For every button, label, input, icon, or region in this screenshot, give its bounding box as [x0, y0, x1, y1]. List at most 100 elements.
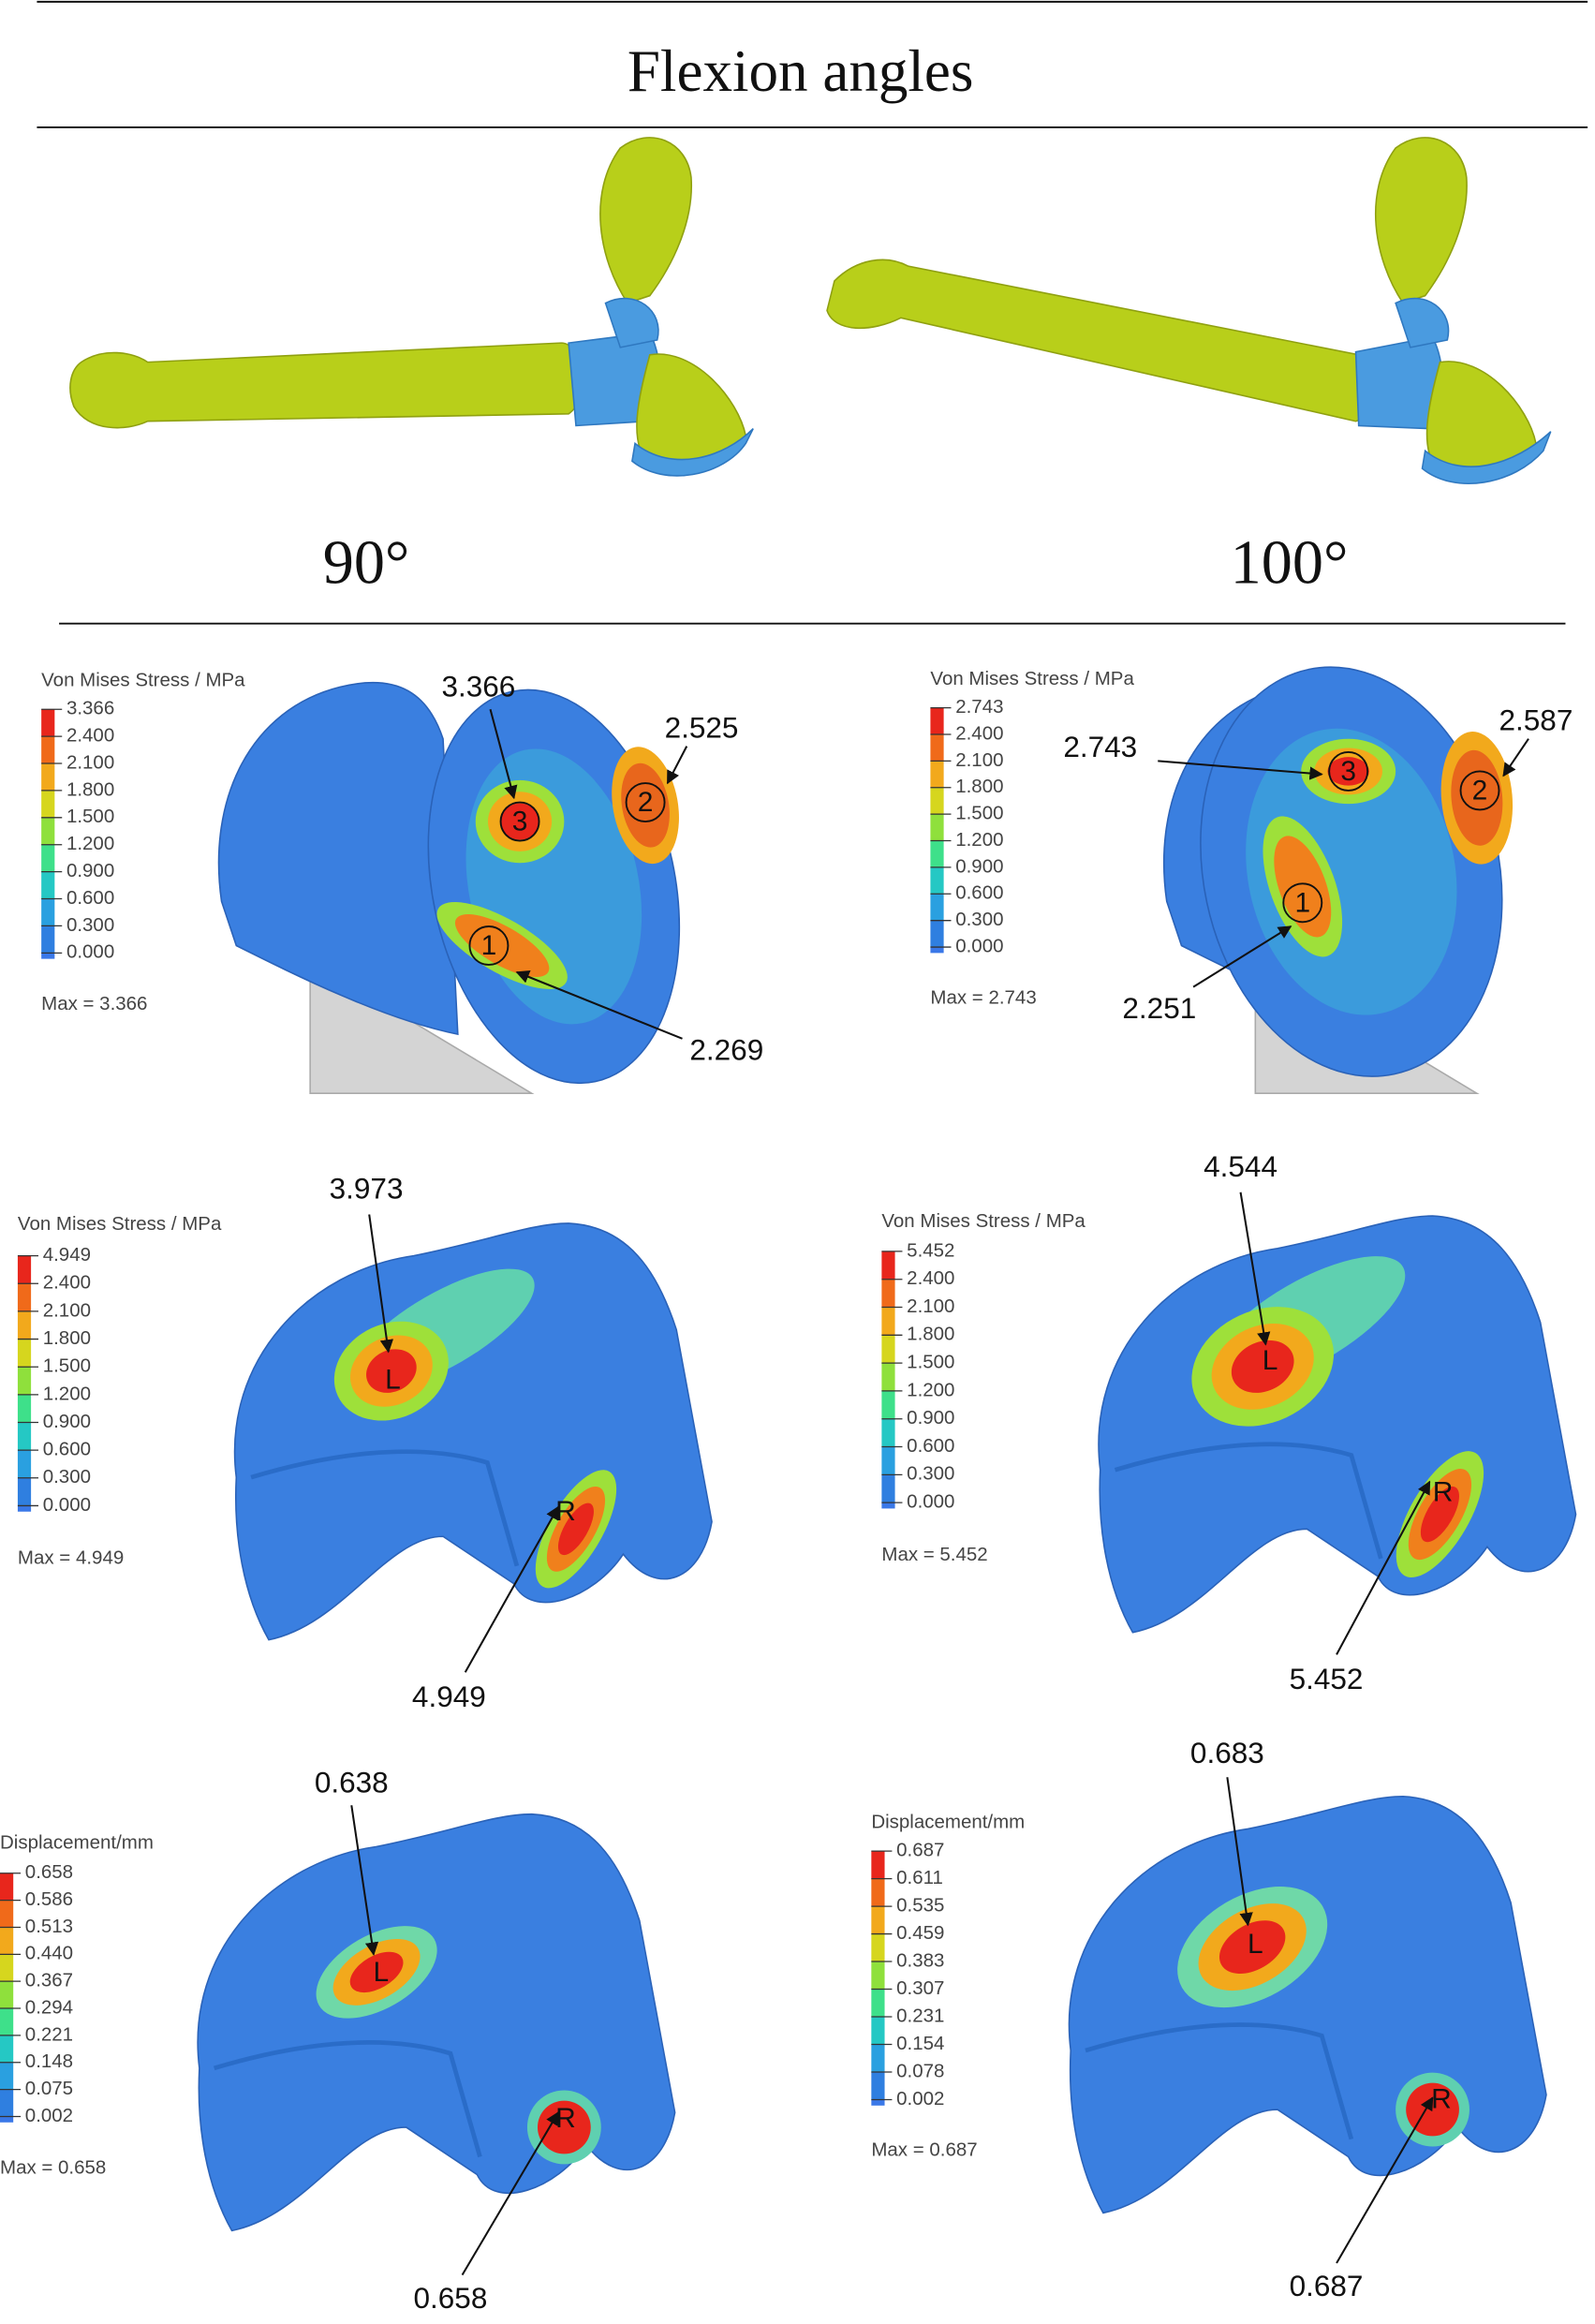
callout-label: 2.525: [665, 711, 739, 745]
legend-tick-label: 0.367: [25, 1970, 73, 1991]
legend-tick-label: 0.383: [896, 1949, 944, 1971]
legend-tick-label: 0.307: [896, 1977, 944, 1999]
legend-tick-label: 0.000: [66, 941, 114, 963]
legend-tick-label: 0.002: [25, 2105, 73, 2126]
color-bar-segment: [41, 844, 55, 872]
bone-model-90: [69, 137, 754, 477]
legend-tick-label: 1.500: [66, 806, 114, 827]
legend-tick-label: 0.611: [896, 1867, 943, 1888]
marker-label: L: [1248, 1929, 1263, 1960]
talus: [197, 1813, 676, 2232]
legend-tick-label: 0.300: [955, 909, 1003, 930]
max-label: Max = 5.452: [881, 1544, 987, 1565]
legend-tick-label: 4.949: [43, 1244, 91, 1266]
color-bar-segment: [881, 1363, 895, 1391]
marker-label: 2: [638, 787, 654, 818]
color-bar-segment: [930, 866, 944, 895]
max-label: Max = 0.658: [0, 2157, 106, 2179]
hot-spot: [557, 1502, 594, 1556]
lobe: [217, 681, 459, 1036]
color-bar-segment: [41, 898, 55, 926]
color-bar-segment: [871, 2044, 885, 2072]
color-bar-segment: [41, 709, 55, 737]
legend-tick-label: 1.200: [66, 833, 114, 854]
color-bar-segment: [871, 1878, 885, 1907]
marker-label: R: [555, 2103, 576, 2134]
trochlea: [213, 2040, 482, 2158]
title: Flexion angles: [628, 38, 974, 104]
legend-tick-label: 0.440: [25, 1943, 73, 1964]
callout-label: 4.949: [412, 1680, 486, 1713]
legend-tick-label: 2.400: [907, 1267, 954, 1289]
max-label: Max = 3.366: [41, 993, 147, 1014]
legend-tick-label: 1.800: [66, 778, 114, 800]
legend-tick-label: 1.200: [43, 1383, 91, 1404]
legend-tick-label: 0.078: [896, 2060, 944, 2081]
legend-tick-label: 0.600: [907, 1435, 954, 1457]
color-bar-segment: [881, 1474, 895, 1503]
legend-tick-label: 1.800: [43, 1327, 91, 1349]
color-bar-segment: [871, 2017, 885, 2045]
marker-circle: [1282, 882, 1323, 924]
color-bar-segment: [17, 1477, 32, 1506]
callout-label: 5.452: [1290, 1662, 1364, 1695]
callout-arrow: [1336, 2096, 1434, 2264]
hot-spot: [1231, 1340, 1294, 1393]
legend-tick-label: 0.000: [907, 1491, 954, 1513]
hot-spot: [1218, 1920, 1286, 1974]
color-bar-segment: [881, 1307, 895, 1336]
callout-arrow: [464, 1505, 559, 1673]
marker-label: R: [1431, 2084, 1452, 2115]
callout-label: 0.638: [315, 1765, 389, 1799]
humerus: [69, 342, 583, 429]
legend-tick-label: 0.000: [43, 1494, 91, 1516]
hot-spot: [621, 762, 670, 848]
result-panel: Von Mises Stress / MPa 2.743 2.400 2.100 1.8…: [930, 666, 1573, 1094]
color-bar-segment: [871, 2071, 885, 2100]
legend-tick-label: 0.300: [66, 914, 114, 936]
legend-tick-label: 1.200: [955, 829, 1003, 851]
ring: [631, 428, 754, 477]
hot-spot: [1274, 836, 1332, 938]
color-bar-segment: [0, 1927, 14, 1955]
color-bar-segment: [871, 2099, 885, 2106]
result-panel: Von Mises Stress / MPa 5.452 2.400 2.100 1.8…: [881, 1149, 1577, 1695]
marker-circle: [499, 801, 540, 842]
marker-label: 1: [481, 930, 497, 961]
callout-arrow: [461, 2110, 559, 2276]
legend-tick-label: 2.100: [43, 1299, 91, 1321]
result-panel: Displacement/mm 0.658 0.586 0.513 0.440 0.367…: [0, 1765, 676, 2315]
color-bar-segment: [0, 1954, 14, 1982]
color-bar-segment: [881, 1446, 895, 1475]
legend-tick-label: 0.900: [43, 1411, 91, 1432]
max-label: Max = 4.949: [18, 1547, 124, 1568]
legend-tick-label: 0.075: [25, 2078, 73, 2099]
color-bar-segment: [0, 1981, 14, 2009]
color-bar-segment: [871, 1906, 885, 1934]
legend-tick-label: 0.154: [896, 2033, 944, 2054]
max-label: Max = 0.687: [871, 2139, 977, 2161]
marker-circle: [1459, 770, 1500, 811]
color-bar-segment: [871, 1961, 885, 1990]
legend-tick-label: 3.366: [66, 698, 114, 719]
result-panel: Displacement/mm 0.687 0.611 0.535 0.459 0.383…: [871, 1736, 1547, 2302]
angle-label: 90°: [323, 529, 410, 598]
color-bar-segment: [0, 2089, 14, 2117]
callout-arrow: [1226, 1777, 1253, 1927]
legend-tick-label: 0.148: [25, 2050, 73, 2072]
angle-label: 100°: [1231, 529, 1349, 598]
color-bar-segment: [871, 1851, 885, 1879]
callout-label: 3.366: [441, 669, 515, 703]
marker-label: L: [385, 1365, 401, 1396]
legend-tick-label: 0.900: [907, 1407, 954, 1428]
ring: [1421, 431, 1552, 485]
legend-tick-label: 1.500: [955, 803, 1003, 824]
color-bar-segment: [881, 1418, 895, 1447]
callout-arrow: [1239, 1192, 1271, 1346]
trochlea: [1114, 1442, 1383, 1560]
talus: [1068, 1795, 1547, 2214]
callout-arrow: [515, 970, 683, 1040]
color-bar-segment: [930, 734, 944, 762]
legend-tick-label: 0.513: [25, 1916, 73, 1937]
